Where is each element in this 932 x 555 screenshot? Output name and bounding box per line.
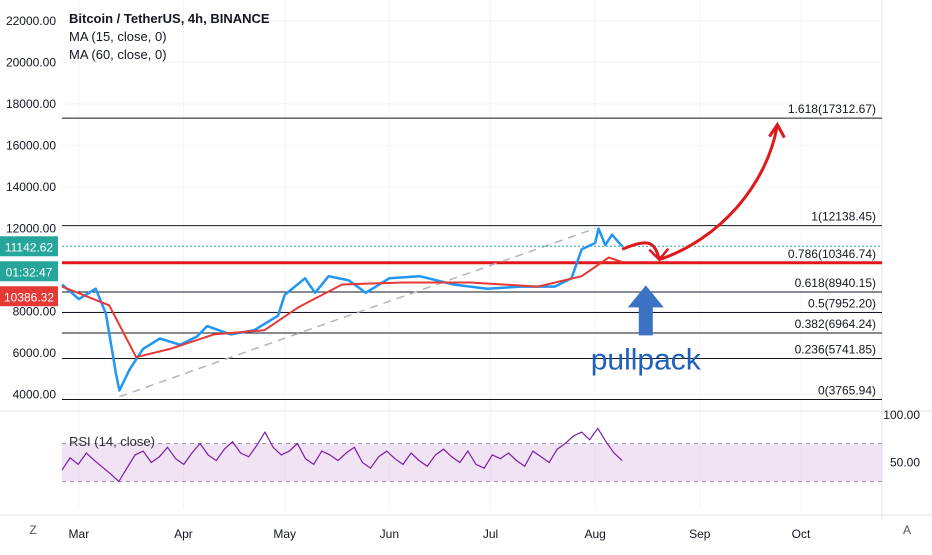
ma-value-label-bg [0, 286, 58, 307]
rsi-line [61, 427, 623, 483]
x-tick-label: Jul [483, 527, 498, 541]
pullback-curve [621, 241, 661, 260]
y-tick-label: 16000.00 [6, 138, 56, 152]
y-tick-label: 22000.00 [6, 14, 56, 28]
y-tick-label: 4000.00 [13, 388, 57, 402]
fib-label: 1.618(17312.67) [788, 102, 876, 116]
y-tick-label: 6000.00 [13, 346, 57, 360]
rsi-tick-label: 50.00 [890, 456, 920, 470]
last-price-label: 11142.62 [5, 240, 54, 254]
rsi-tick-label: 100.00 [883, 408, 920, 422]
rsi-band [62, 443, 882, 482]
fib-label: 0.618(8940.15) [795, 276, 876, 290]
up-arrow-icon [627, 285, 664, 336]
y-tick-label: 18000.00 [6, 97, 56, 111]
auto-scale-button[interactable]: A [902, 523, 911, 537]
x-tick-label: Aug [584, 527, 605, 541]
fib-label: 0(3765.94) [818, 383, 876, 397]
y-tick-label: 12000.00 [6, 221, 56, 235]
x-tick-label: Apr [174, 527, 193, 541]
fib-label: 0.5(7952.20) [808, 297, 876, 311]
price-series-line [61, 227, 624, 392]
symbol-title: Bitcoin / TetherUS, 4h, BINANCE [69, 11, 270, 26]
ma-value-label: 10386.32 [4, 290, 54, 304]
ma60-legend: MA (60, close, 0) [69, 47, 167, 62]
x-tick-label: Mar [69, 527, 90, 541]
countdown-label-bg [0, 261, 58, 282]
y-tick-label: 8000.00 [13, 305, 57, 319]
countdown-label: 01:32:47 [6, 265, 53, 279]
rally-arrowhead [768, 121, 786, 139]
timezone-button[interactable]: Z [29, 523, 37, 537]
last-price-label-bg [0, 236, 58, 257]
x-tick-label: Sep [689, 527, 711, 541]
fib-label: 0.382(6964.24) [795, 317, 876, 331]
ma60-series-line [61, 256, 623, 359]
fib-label: 1(12138.45) [811, 210, 876, 224]
y-tick-label: 14000.00 [6, 180, 56, 194]
ma15-legend: MA (15, close, 0) [69, 29, 167, 44]
x-tick-label: May [273, 527, 296, 541]
trend-line [119, 227, 596, 398]
pullback-arrowhead [648, 247, 670, 262]
pullback-annotation-text: pullpack [591, 343, 702, 376]
rsi-legend: RSI (14, close) [69, 434, 155, 449]
fib-label: 0.236(5741.85) [795, 342, 876, 356]
x-tick-label: Jun [380, 527, 399, 541]
x-tick-label: Oct [792, 527, 811, 541]
fib-label: 0.786(10346.74) [788, 247, 876, 261]
y-tick-label: 20000.00 [6, 55, 56, 69]
legend: Bitcoin / TetherUS, 4h, BINANCE MA (15, … [69, 10, 270, 64]
rally-curve [658, 124, 779, 262]
